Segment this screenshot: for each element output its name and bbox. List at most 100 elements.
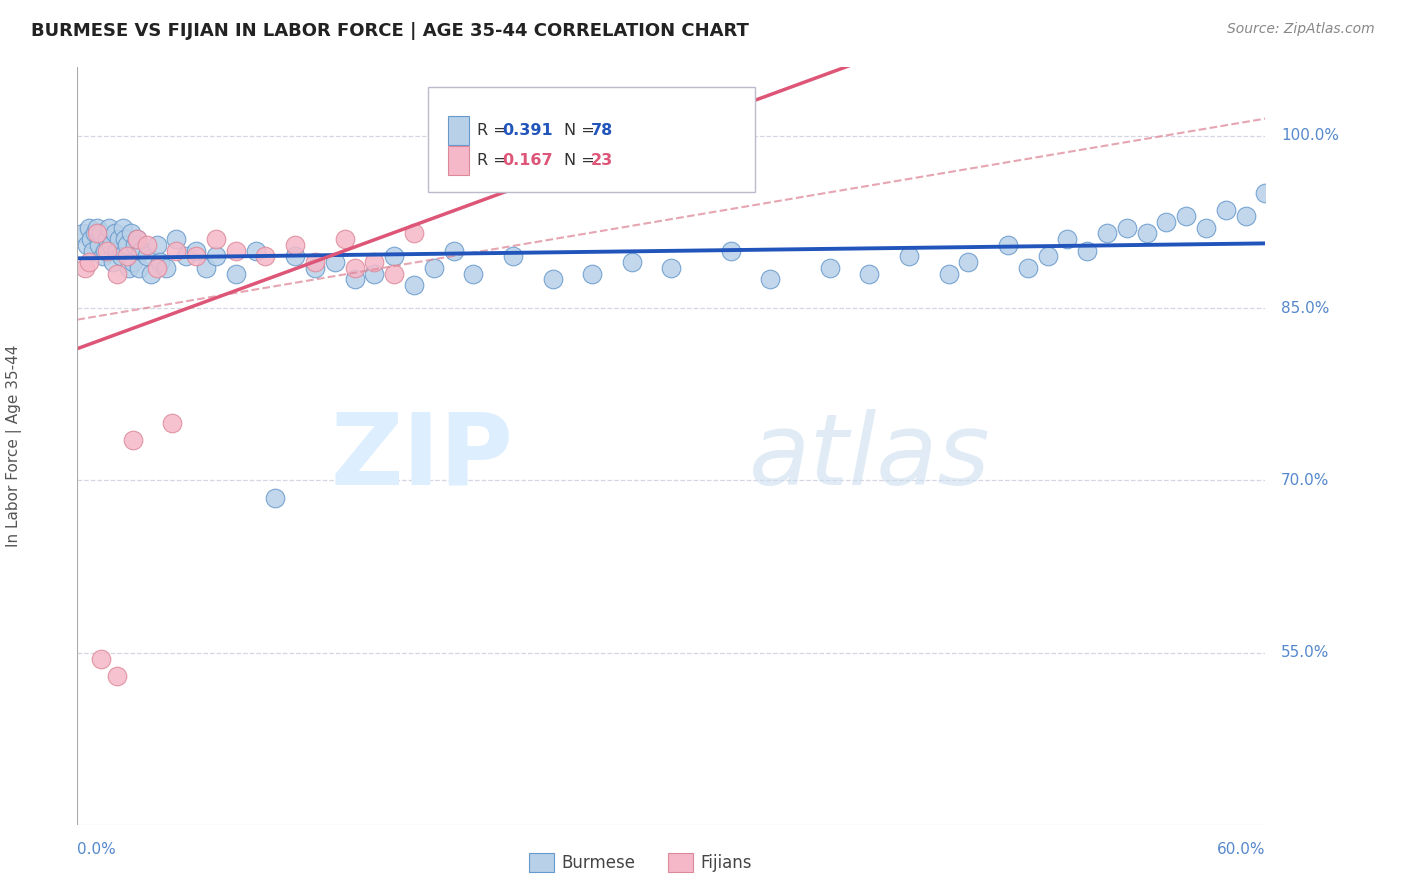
Point xyxy=(120,227,142,241)
Point xyxy=(111,220,134,235)
Point xyxy=(720,244,742,258)
Point xyxy=(82,244,104,258)
Point xyxy=(1254,186,1277,201)
Point xyxy=(90,227,112,241)
Point xyxy=(254,250,277,264)
Text: atlas: atlas xyxy=(748,409,990,506)
Point xyxy=(1017,260,1039,275)
Point xyxy=(363,255,385,269)
Point xyxy=(1195,220,1218,235)
Text: R =: R = xyxy=(477,123,512,138)
Point xyxy=(115,250,138,264)
Point xyxy=(304,255,326,269)
Point xyxy=(1156,215,1178,229)
Point xyxy=(115,238,138,252)
Point xyxy=(957,255,980,269)
Point xyxy=(382,250,405,264)
Text: R =: R = xyxy=(477,153,512,168)
Text: 0.391: 0.391 xyxy=(503,123,554,138)
Text: Burmese: Burmese xyxy=(561,854,636,871)
Point xyxy=(86,220,108,235)
Point xyxy=(162,416,184,430)
Point xyxy=(135,250,157,264)
Point xyxy=(91,250,114,264)
Point xyxy=(402,278,425,293)
Point xyxy=(90,651,112,665)
Point xyxy=(205,232,228,246)
Text: 60.0%: 60.0% xyxy=(1218,842,1265,857)
Point xyxy=(76,238,98,252)
Point xyxy=(77,255,100,269)
Point xyxy=(581,267,603,281)
Point xyxy=(264,491,287,505)
Point xyxy=(86,227,108,241)
Point xyxy=(541,272,564,286)
Text: 0.167: 0.167 xyxy=(503,153,554,168)
Text: 100.0%: 100.0% xyxy=(1281,128,1340,144)
Point xyxy=(1175,209,1198,223)
Point xyxy=(502,250,524,264)
Point xyxy=(402,227,425,241)
Bar xyxy=(449,116,470,145)
Point xyxy=(96,232,118,246)
Point xyxy=(174,250,197,264)
Point xyxy=(1136,227,1159,241)
Point xyxy=(245,244,267,258)
Point xyxy=(898,250,921,264)
Point xyxy=(186,250,208,264)
Point xyxy=(363,267,385,281)
Point xyxy=(84,227,107,241)
Point xyxy=(1234,209,1257,223)
Point xyxy=(87,238,110,252)
Text: 0.0%: 0.0% xyxy=(77,842,117,857)
Point xyxy=(77,220,100,235)
Text: 78: 78 xyxy=(591,123,613,138)
Text: Fijians: Fijians xyxy=(700,854,752,871)
Point xyxy=(225,267,247,281)
Point xyxy=(129,244,152,258)
Point xyxy=(858,267,880,281)
Point xyxy=(110,250,132,264)
Point xyxy=(128,260,150,275)
Point xyxy=(72,227,94,241)
Point xyxy=(165,244,187,258)
Point xyxy=(75,260,97,275)
Point xyxy=(997,238,1019,252)
Point xyxy=(105,267,128,281)
Point xyxy=(423,260,446,275)
Point xyxy=(165,232,187,246)
Point xyxy=(94,244,117,258)
Point xyxy=(101,255,124,269)
Text: ZIP: ZIP xyxy=(330,409,513,506)
Point xyxy=(1095,227,1118,241)
Text: In Labor Force | Age 35-44: In Labor Force | Age 35-44 xyxy=(6,345,22,547)
Point xyxy=(1036,250,1059,264)
Text: Source: ZipAtlas.com: Source: ZipAtlas.com xyxy=(1227,22,1375,37)
Point xyxy=(186,244,208,258)
Point xyxy=(121,255,143,269)
Point xyxy=(145,260,167,275)
Point xyxy=(1215,203,1237,218)
Point xyxy=(759,272,782,286)
Point xyxy=(125,232,148,246)
Text: BURMESE VS FIJIAN IN LABOR FORCE | AGE 35-44 CORRELATION CHART: BURMESE VS FIJIAN IN LABOR FORCE | AGE 3… xyxy=(31,22,749,40)
Point xyxy=(1076,244,1098,258)
Point xyxy=(343,260,366,275)
Point xyxy=(155,260,177,275)
Bar xyxy=(449,145,470,175)
Point xyxy=(661,260,683,275)
Point xyxy=(443,244,465,258)
FancyBboxPatch shape xyxy=(427,87,755,192)
Point xyxy=(104,227,127,241)
Point xyxy=(98,220,121,235)
Point xyxy=(463,267,485,281)
Point xyxy=(205,250,228,264)
Text: 55.0%: 55.0% xyxy=(1281,645,1330,660)
Point xyxy=(818,260,841,275)
Text: N =: N = xyxy=(564,153,600,168)
Point xyxy=(284,250,307,264)
Point xyxy=(149,255,172,269)
Text: N =: N = xyxy=(564,123,600,138)
Point xyxy=(382,267,405,281)
Point xyxy=(304,260,326,275)
